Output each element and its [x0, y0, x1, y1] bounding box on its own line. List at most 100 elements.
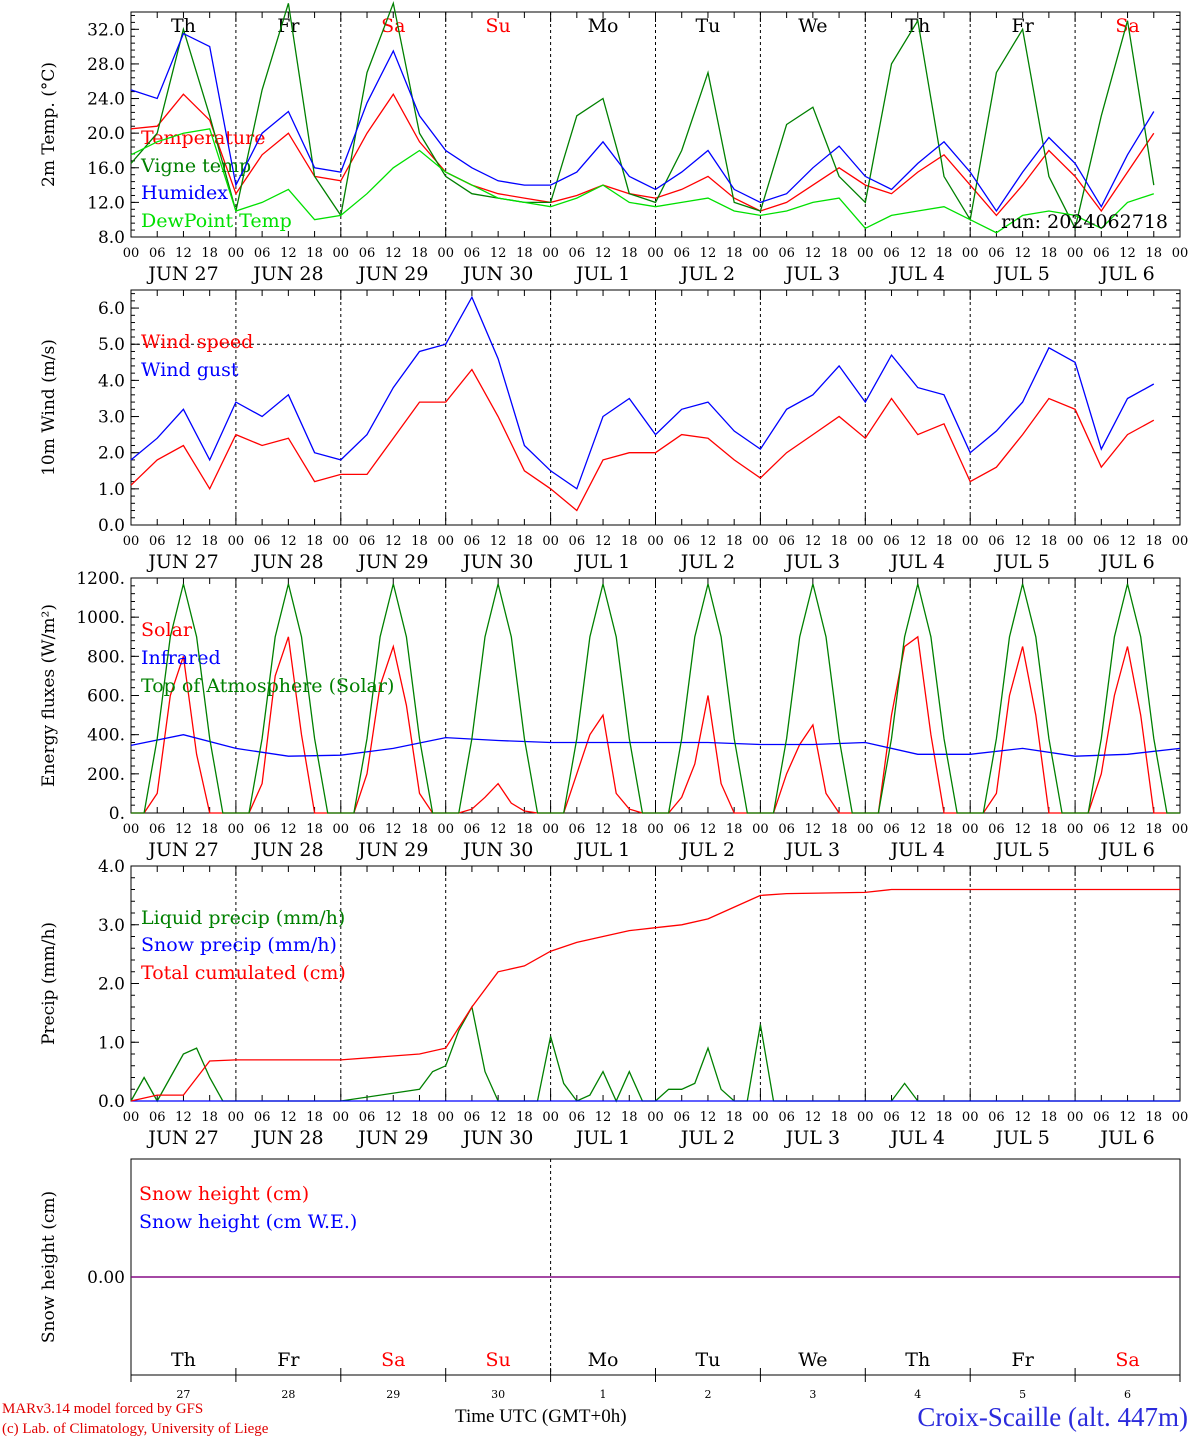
- day-number-label: 4: [914, 1388, 921, 1401]
- date-label: JUN 28: [251, 839, 323, 861]
- legend-entry: Solar: [141, 619, 193, 641]
- weekday-label: Su: [486, 15, 511, 37]
- x-tick-label: 00: [437, 1110, 454, 1125]
- date-label: JUN 27: [146, 551, 218, 573]
- x-tick-label: 18: [726, 822, 743, 837]
- series-line-infrared: [130, 734, 1181, 757]
- series-line-total-cumulated-cm-: [130, 888, 1180, 1102]
- x-tick-label: 00: [123, 246, 140, 261]
- x-tick-label: 18: [306, 534, 323, 549]
- x-tick-label: 06: [988, 534, 1005, 549]
- x-tick-label: 00: [857, 246, 874, 261]
- x-tick-label: 18: [831, 246, 848, 261]
- date-label: JUN 29: [356, 1127, 428, 1149]
- x-tick-label: 00: [123, 1110, 140, 1125]
- series-line-temperature: [130, 92, 1155, 217]
- x-tick-label: 00: [437, 534, 454, 549]
- y-tick-label: 32.0: [87, 20, 125, 40]
- x-tick-label: 00: [333, 246, 350, 261]
- weekday-label: Fr: [1012, 15, 1035, 37]
- x-tick-label: 18: [411, 246, 428, 261]
- x-tick-label: 12: [385, 1110, 402, 1125]
- legend-entry: Snow height (cm W.E.): [139, 1211, 357, 1233]
- x-tick-label: 00: [647, 822, 664, 837]
- date-label: JUN 28: [251, 1127, 323, 1149]
- x-tick-label: 06: [254, 1110, 271, 1125]
- y-tick-label: 4.0: [98, 371, 125, 391]
- x-tick-label: 06: [254, 822, 271, 837]
- x-tick-label: 00: [228, 246, 245, 261]
- x-tick-label: 18: [936, 1110, 953, 1125]
- x-tick-label: 12: [909, 534, 926, 549]
- date-label: JUL 4: [889, 1127, 945, 1149]
- x-tick-label: 12: [490, 1110, 507, 1125]
- y-tick-label: 3.0: [98, 408, 125, 428]
- x-tick-label: 00: [962, 534, 979, 549]
- panel-frame: [130, 11, 1181, 238]
- x-tick-label: 06: [1093, 534, 1110, 549]
- weekday-label: Tu: [695, 1349, 720, 1371]
- x-tick-label: 12: [1119, 534, 1136, 549]
- date-label: JUL 6: [1098, 551, 1154, 573]
- x-tick-label: 00: [1172, 534, 1189, 549]
- x-tick-label: 18: [831, 822, 848, 837]
- x-tick-label: 06: [778, 534, 795, 549]
- x-tick-label: 18: [936, 822, 953, 837]
- weekday-label: Fr: [277, 15, 300, 37]
- x-tick-label: 12: [909, 1110, 926, 1125]
- y-tick-label: 0.0: [98, 1092, 125, 1112]
- date-label: JUN 27: [146, 1127, 218, 1149]
- legend-entry: DewPoint Temp: [141, 210, 292, 232]
- x-tick-label: 06: [883, 246, 900, 261]
- y-tick-label: 28.0: [87, 55, 125, 75]
- day-number-label: 29: [386, 1388, 400, 1401]
- weekday-label: Sa: [1115, 15, 1139, 37]
- legend-entry: Wind gust: [141, 359, 239, 381]
- date-label: JUL 6: [1098, 1127, 1154, 1149]
- series-line-top-of-atmosphere-solar-: [131, 583, 1180, 814]
- x-tick-label: 18: [516, 534, 533, 549]
- x-tick-label: 18: [516, 1110, 533, 1125]
- x-tick-label: 12: [595, 534, 612, 549]
- legend-entry: Temperature: [141, 127, 265, 149]
- legend-entry: Top of Atmosphere (Solar): [141, 675, 394, 697]
- x-tick-label: 06: [464, 534, 481, 549]
- x-tick-label: 00: [1067, 822, 1084, 837]
- x-tick-label: 00: [752, 246, 769, 261]
- y-tick-label: 12.0: [87, 193, 125, 213]
- x-tick-label: 18: [516, 822, 533, 837]
- weekday-label: Sa: [1115, 1349, 1139, 1371]
- series-line-wind-speed: [130, 368, 1155, 512]
- x-tick-label: 18: [411, 822, 428, 837]
- weekday-label: We: [798, 15, 827, 37]
- series-line-dewpoint-temp: [130, 128, 1155, 234]
- x-tick-label: 12: [1119, 246, 1136, 261]
- x-tick-label: 12: [909, 822, 926, 837]
- x-tick-label: 00: [437, 822, 454, 837]
- date-label: JUN 30: [461, 263, 533, 285]
- x-tick-label: 12: [490, 246, 507, 261]
- y-tick-label: 600.: [87, 687, 125, 707]
- x-tick-label: 18: [831, 534, 848, 549]
- day-number-label: 6: [1124, 1388, 1131, 1401]
- date-label: JUL 2: [679, 263, 735, 285]
- date-label: JUN 30: [461, 551, 533, 573]
- x-tick-label: 12: [280, 534, 297, 549]
- x-tick-label: 12: [805, 1110, 822, 1125]
- x-tick-label: 06: [883, 534, 900, 549]
- y-tick-label: 400.: [87, 726, 125, 746]
- x-tick-label: 18: [1041, 246, 1058, 261]
- x-tick-label: 18: [1146, 1110, 1163, 1125]
- x-tick-label: 06: [778, 822, 795, 837]
- date-label: JUL 2: [679, 551, 735, 573]
- x-tick-label: 00: [542, 822, 559, 837]
- day-number-label: 28: [281, 1388, 295, 1401]
- y-tick-label: 2.0: [98, 975, 125, 995]
- x-tick-label: 12: [805, 246, 822, 261]
- date-label: JUL 5: [993, 1127, 1049, 1149]
- x-tick-label: 18: [306, 246, 323, 261]
- day-number-label: 27: [176, 1388, 190, 1401]
- x-tick-label: 06: [359, 822, 376, 837]
- weekday-label: Th: [905, 1349, 930, 1371]
- x-tick-label: 06: [778, 1110, 795, 1125]
